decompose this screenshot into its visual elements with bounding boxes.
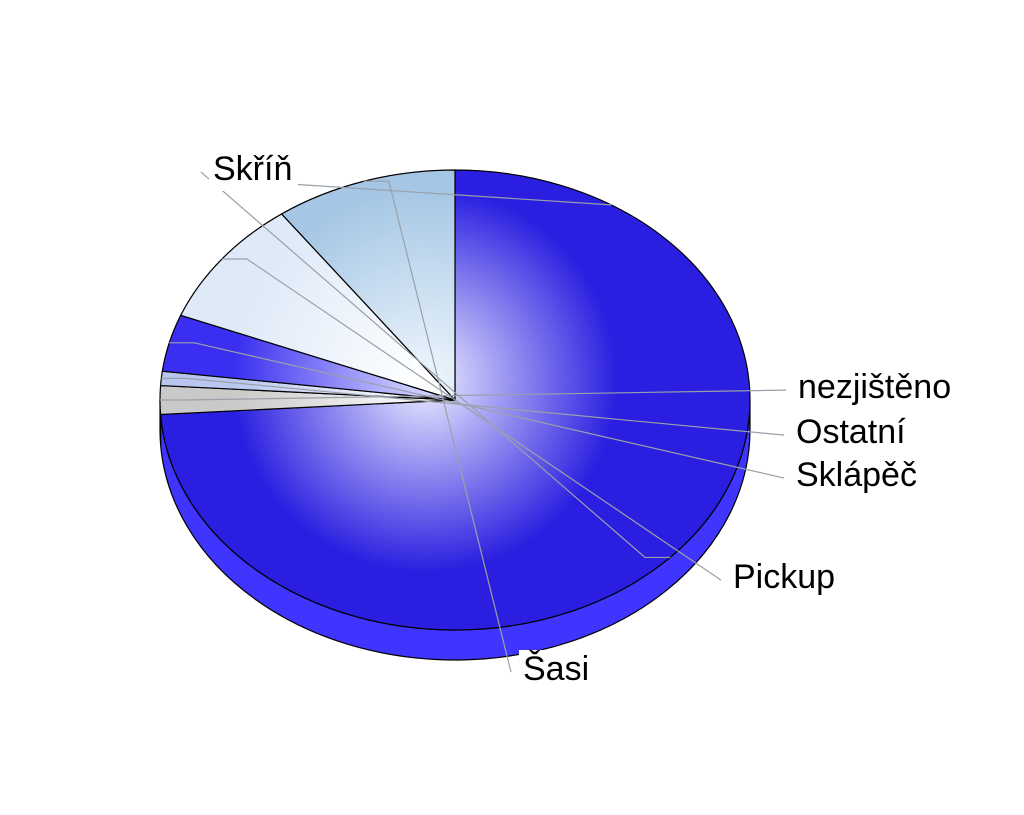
label-pickup: Pickup	[725, 558, 849, 599]
label-sklapec: Sklápěč	[788, 456, 931, 497]
label-ostatni-text: Ostatní	[792, 413, 912, 454]
label-nezjisteno-text: nezjištěno	[794, 368, 957, 409]
label-sasi-text: Šasi	[519, 650, 595, 691]
label-nezjisteno: nezjištěno	[790, 368, 965, 409]
label-sklapec-text: Sklápěč	[792, 456, 923, 497]
label-pickup-text: Pickup	[729, 558, 841, 599]
label-sasi: Šasi	[515, 650, 603, 691]
label-ostatni: Ostatní	[788, 413, 920, 454]
pie-chart-3d: Skříň nezjištěno Ostatní Sklápěč Pickup …	[0, 0, 1024, 815]
label-skrin: Skříň	[205, 150, 306, 191]
label-skrin-text: Skříň	[209, 150, 298, 191]
